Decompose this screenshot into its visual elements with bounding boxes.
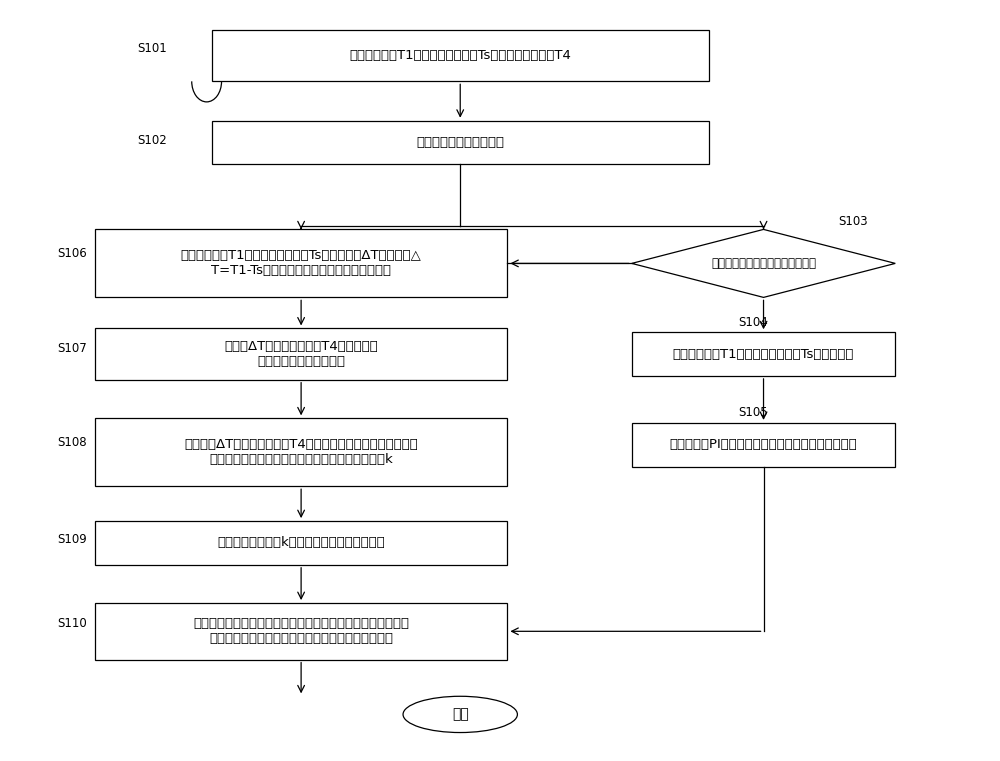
Text: 对压缩机的运行频率和运行频率修正值进行求和，得出压缩机
的实际运行频率，并控制压缩机运行在实际运行频率: 对压缩机的运行频率和运行频率修正值进行求和，得出压缩机 的实际运行频率，并控制压…	[193, 617, 409, 645]
Polygon shape	[632, 229, 895, 298]
Bar	[212, 121, 709, 164]
Text: S107: S107	[57, 342, 87, 355]
Text: 根据建立的PI控制模型计算压缩机运行频率的修正值: 根据建立的PI控制模型计算压缩机运行频率的修正值	[670, 438, 857, 451]
Bar	[95, 521, 507, 565]
Text: S106: S106	[57, 247, 87, 260]
Text: 获取室内温度T1、用户设定的温度Ts以及室外环境温度T4: 获取室内温度T1、用户设定的温度Ts以及室外环境温度T4	[349, 49, 571, 62]
Text: 计算室内温度T1和用户设定的温度Ts之间的差值ΔT，即差值△
T=T1-Ts，作为模糊控制方法的一个输入参数: 计算室内温度T1和用户设定的温度Ts之间的差值ΔT，即差值△ T=T1-Ts，作…	[181, 250, 422, 278]
Bar	[632, 332, 895, 376]
Text: S101: S101	[137, 42, 167, 55]
Bar	[95, 419, 507, 486]
Bar	[632, 423, 895, 466]
Text: S105: S105	[739, 406, 768, 419]
Text: 根据模糊控制系数k计算空调压缩机的运行频率: 根据模糊控制系数k计算空调压缩机的运行频率	[217, 537, 385, 549]
Text: 根据差值ΔT和室外环境温度T4在相应论域上的转化值，按照预
先设定的模糊控制规则计算压缩机的模糊控制系数k: 根据差值ΔT和室外环境温度T4在相应论域上的转化值，按照预 先设定的模糊控制规则…	[184, 438, 418, 466]
Text: S103: S103	[838, 215, 868, 228]
Bar	[212, 30, 709, 81]
Bar	[95, 603, 507, 660]
Text: 返回: 返回	[452, 708, 469, 721]
Bar	[95, 229, 507, 298]
Text: S110: S110	[57, 617, 87, 630]
Text: S104: S104	[739, 316, 768, 329]
Text: S109: S109	[57, 533, 87, 546]
Text: S108: S108	[57, 436, 87, 449]
Text: 空调器的运行时间大于预设时间？: 空调器的运行时间大于预设时间？	[711, 257, 816, 270]
Text: 把差值ΔT和室外环境温度T4分别量化，
获得相应论域上的转化值: 把差值ΔT和室外环境温度T4分别量化， 获得相应论域上的转化值	[224, 340, 378, 368]
Ellipse shape	[403, 696, 517, 733]
Text: 检测空调器开机运行时间: 检测空调器开机运行时间	[416, 136, 504, 149]
Text: S102: S102	[137, 134, 167, 147]
Text: 计算室内温度T1和用户设定的温度Ts之间的差值: 计算室内温度T1和用户设定的温度Ts之间的差值	[673, 348, 854, 361]
Bar	[95, 329, 507, 380]
